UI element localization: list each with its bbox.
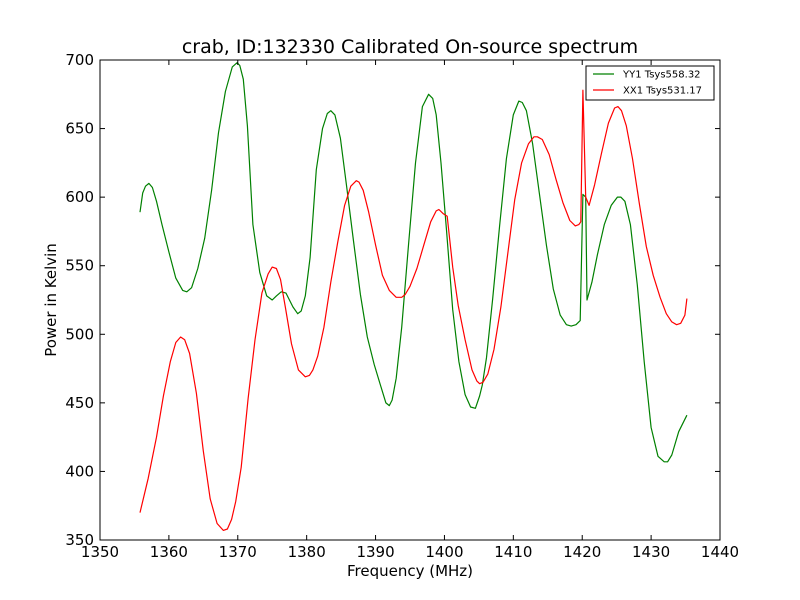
- y-tick-label: 700: [65, 51, 94, 69]
- legend-box: [585, 65, 715, 101]
- x-tick-label: 1390: [356, 543, 394, 561]
- x-tick-label: 1430: [632, 543, 670, 561]
- x-tick-label: 1360: [150, 543, 188, 561]
- x-tick-label: 1400: [425, 543, 463, 561]
- y-tick-label: 650: [65, 120, 94, 138]
- series-layer: [139, 62, 688, 531]
- x-tick-label: 1380: [288, 543, 326, 561]
- y-axis-label: Power in Kelvin: [42, 243, 60, 357]
- y-tick-label: 550: [65, 257, 94, 275]
- plot-area: [99, 59, 721, 541]
- legend-label-xx1: XX1 Tsys531.17: [623, 86, 702, 97]
- x-tick-label: 1350: [81, 543, 119, 561]
- y-tick-label: 450: [65, 394, 94, 412]
- legend-label-yy1: YY1 Tsys558.32: [622, 70, 701, 81]
- axis-ticks: 1350 1360 1370 1380 1390 1400 1410 1420 1430 1440…: [65, 51, 739, 561]
- y-tick-label: 400: [65, 462, 94, 480]
- chart-title: crab, ID:132330 Calibrated On-source spe…: [182, 36, 638, 58]
- y-tick-label: 500: [65, 325, 94, 343]
- x-axis-label: Frequency (MHz): [347, 562, 473, 580]
- x-tick-label: 1370: [219, 543, 257, 561]
- legend: YY1 Tsys558.32 XX1 Tsys531.17: [585, 65, 715, 101]
- y-tick-label: 600: [65, 188, 94, 206]
- series-line-xx1: [139, 89, 688, 531]
- y-tick-label: 350: [65, 531, 94, 549]
- x-tick-label: 1410: [494, 543, 532, 561]
- x-tick-label: 1420: [563, 543, 601, 561]
- x-tick-label: 1440: [701, 543, 739, 561]
- series-line-yy1: [139, 62, 688, 463]
